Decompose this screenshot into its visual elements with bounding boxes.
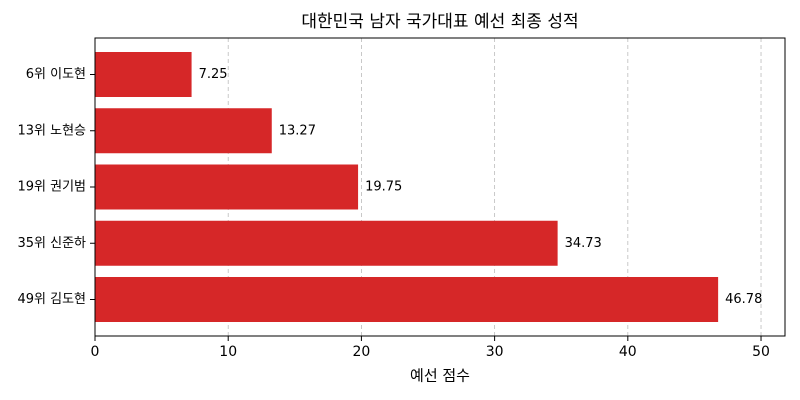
bar (95, 164, 359, 210)
x-tick-label: 50 (752, 344, 770, 360)
x-tick-label: 40 (619, 344, 637, 360)
x-tick-label: 10 (219, 344, 237, 360)
value-label: 7.25 (199, 67, 228, 82)
x-tick-label: 0 (91, 344, 100, 360)
value-label: 13.27 (279, 123, 316, 138)
y-tick-label: 13위 노현승 (17, 123, 86, 138)
x-tick-label: 30 (486, 344, 504, 360)
y-tick-label: 35위 신준하 (17, 236, 86, 251)
x-axis-label: 예선 점수 (410, 367, 470, 385)
chart-title: 대한민국 남자 국가대표 예선 최종 성적 (301, 12, 578, 32)
plot-frame (94, 37, 786, 337)
y-tick-label: 6위 이도현 (26, 67, 86, 82)
bar (95, 52, 192, 97)
y-tick-label: 49위 김도현 (17, 292, 86, 307)
value-label: 34.73 (565, 236, 602, 251)
x-tick-label: 20 (352, 344, 370, 360)
bar (95, 108, 272, 154)
bar (95, 277, 719, 322)
bar (95, 220, 558, 266)
value-label: 46.78 (725, 292, 762, 307)
y-tick-label: 19위 권기범 (17, 180, 86, 195)
value-label: 19.75 (365, 180, 402, 195)
